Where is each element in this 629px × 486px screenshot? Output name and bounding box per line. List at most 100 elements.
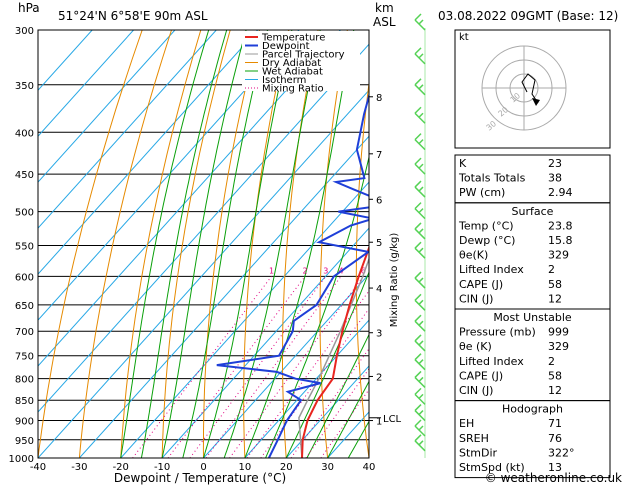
dry-adiabat (38, 30, 143, 458)
wind-barb (418, 19, 424, 25)
wind-barb (414, 271, 422, 279)
table-section-title: Surface (512, 205, 554, 218)
table-row-value: 58 (548, 278, 562, 291)
axes: 3003504004505005506006507007508008509009… (9, 26, 402, 473)
km-tick-label: 3 (376, 329, 382, 340)
wind-barb (418, 139, 424, 145)
isotherm (38, 30, 176, 183)
hodograph-frame (454, 29, 611, 149)
table-row-label: θe(K) (459, 249, 488, 262)
wind-barb (414, 419, 422, 427)
km-tick-label: 8 (376, 93, 382, 104)
wind-barb (418, 53, 424, 59)
table-row-value: 329 (548, 249, 569, 262)
wind-barb (418, 410, 424, 416)
pressure-tick-label: 750 (15, 352, 34, 363)
mixing-ratio-label: 25 (444, 266, 454, 275)
legend-label: Temperature (261, 33, 325, 44)
dry-adiabat (319, 30, 348, 458)
table-row-value: 38 (548, 172, 562, 185)
table-row-value: 999 (548, 326, 569, 339)
dry-adiabat (120, 30, 202, 458)
wind-barb (414, 139, 426, 151)
lcl-label: LCL (383, 414, 402, 425)
temperature-tick-label: 10 (239, 462, 252, 473)
table-row-value: 12 (548, 384, 562, 397)
wind-barb (414, 47, 422, 55)
wind-barb (414, 314, 422, 322)
index-tables: K 23 Totals Totals 38 PW (cm) 2.94 SurfaceTemp… (454, 154, 611, 479)
wind-barb (418, 425, 424, 431)
table-row-value: 23 (548, 157, 562, 170)
km-tick-label: 5 (376, 238, 382, 249)
wind-barb (414, 53, 426, 65)
table-row-label: StmSpd (kt) (459, 461, 525, 474)
wind-barb (418, 393, 424, 399)
temperature-tick-label: -10 (154, 462, 170, 473)
wind-barb (414, 78, 422, 86)
mixing-ratio-label: 6 (361, 266, 366, 275)
wind-barb (414, 293, 422, 301)
isotherm (285, 365, 369, 458)
table-row-value: 76 (548, 432, 562, 445)
temperature-tick-label: 30 (321, 462, 334, 473)
table-row-label: Totals Totals (458, 172, 526, 185)
temperature-tick-label: 20 (280, 462, 293, 473)
wind-barb (418, 228, 424, 234)
mixing-ratio-label: 8 (377, 266, 382, 275)
km-tick-label: 2 (376, 372, 382, 383)
table-section (454, 400, 611, 479)
isotherm (120, 181, 369, 458)
wet-adiabat (182, 30, 269, 458)
legend-label: Parcel Trajectory (262, 50, 345, 61)
wet-adiabat (265, 154, 369, 458)
wind-barb (414, 440, 426, 452)
mixing-ratio-label: 3 (323, 266, 328, 275)
table-row-label: Temp (°C) (458, 219, 514, 232)
wind-barb (418, 112, 424, 118)
table-row-label: Lifted Index (459, 263, 524, 276)
table-row-label: StmDir (459, 446, 498, 459)
pressure-tick-label: 700 (15, 327, 34, 338)
wind-barb (414, 340, 426, 352)
dry-adiabat (202, 30, 260, 458)
table-section-title: Most Unstable (493, 311, 572, 324)
isotherm (38, 30, 300, 321)
wet-adiabat (161, 30, 247, 458)
asl-label: ASL (373, 15, 396, 29)
legend-label: Dry Adiabat (262, 58, 321, 69)
wet-adiabat (306, 333, 369, 458)
mixing-ratio-line (167, 276, 306, 458)
wind-barb (418, 359, 424, 365)
wet-adiabat (285, 270, 369, 458)
temperature-tick-label: 0 (200, 462, 206, 473)
wind-barb (414, 157, 422, 165)
wind-barb (414, 84, 426, 96)
hodograph: kt 10 20 30 (454, 29, 611, 149)
temperature-tick-label: -40 (30, 462, 46, 473)
wind-barb (414, 425, 426, 437)
wind-barb (414, 247, 426, 259)
plot-frame (37, 29, 370, 459)
wind-barb (418, 440, 424, 446)
wind-barb (414, 208, 426, 220)
table-row-label: K (459, 157, 467, 170)
mixing-ratio-axis-label: Mixing Ratio (g/kg) (389, 233, 400, 328)
pressure-tick-label: 950 (15, 436, 34, 447)
legend-label: Dewpoint (262, 41, 310, 52)
pressure-tick-label: 800 (15, 375, 34, 386)
wind-barb (414, 410, 426, 422)
wind-barb (418, 247, 424, 253)
x-axis-label: Dewpoint / Temperature (°C) (114, 471, 286, 485)
table-row-value: 58 (548, 369, 562, 382)
isotherm (203, 273, 369, 458)
storm-motion-marker (532, 98, 540, 106)
wind-barb (418, 299, 424, 305)
table-row-label: CIN (J) (459, 292, 493, 305)
wind-barb (418, 186, 424, 192)
table-row-value: 12 (548, 292, 562, 305)
parcel-trajectory-line (298, 256, 369, 458)
wind-barb (414, 241, 422, 249)
isotherm (38, 30, 134, 137)
